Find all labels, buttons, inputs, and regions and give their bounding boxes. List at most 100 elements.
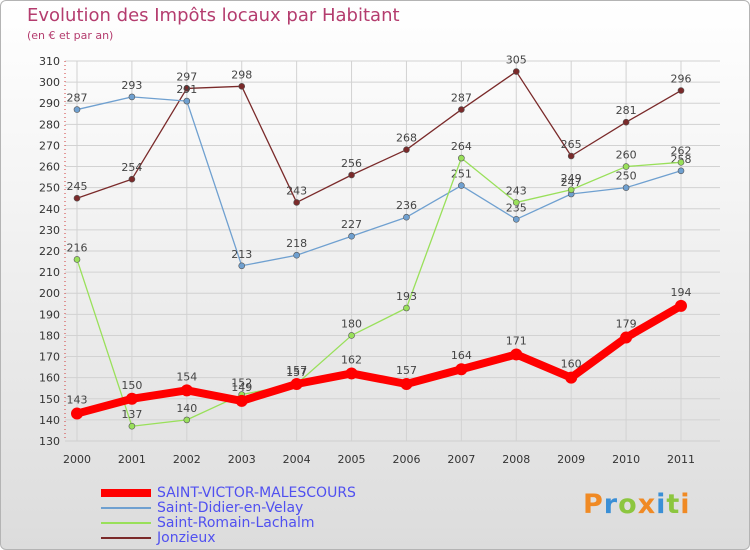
data-point — [512, 199, 520, 206]
data-point — [622, 184, 630, 191]
legend-label: SAINT-VICTOR-MALESCOURS — [157, 484, 356, 501]
data-label: 264 — [451, 140, 472, 153]
logo-letter: x — [637, 489, 657, 520]
data-point — [677, 167, 685, 175]
data-label: 157 — [396, 364, 417, 377]
x-tick-label: 2010 — [612, 453, 640, 466]
data-point — [73, 106, 81, 113]
logo-letter: t — [666, 489, 681, 520]
data-label: 262 — [671, 144, 692, 157]
data-label: 171 — [506, 334, 527, 347]
data-label: 150 — [121, 379, 142, 392]
legend-label: Saint-Romain-Lachalm — [157, 514, 315, 531]
data-label: 149 — [231, 381, 252, 394]
data-label: 236 — [396, 199, 417, 212]
data-point — [348, 332, 355, 339]
y-tick-label: 300 — [39, 76, 60, 89]
data-label: 227 — [341, 218, 362, 231]
data-point — [403, 304, 410, 312]
data-point — [235, 394, 248, 407]
chart-subtitle: (en € et par an) — [27, 29, 114, 42]
data-point — [677, 159, 685, 166]
data-label: 157 — [286, 366, 307, 379]
data-label: 243 — [286, 184, 307, 197]
data-point — [567, 152, 575, 160]
y-tick-label: 250 — [39, 182, 60, 195]
legend-item: Jonzieux — [101, 529, 356, 546]
x-tick-label: 2002 — [173, 453, 201, 466]
data-point — [567, 186, 575, 194]
data-label: 218 — [286, 237, 307, 250]
y-tick-label: 170 — [39, 351, 60, 364]
data-point — [400, 378, 413, 390]
data-label: 287 — [67, 92, 88, 105]
data-label: 216 — [67, 241, 88, 254]
y-tick-label: 130 — [39, 435, 60, 448]
data-label: 152 — [231, 377, 252, 390]
data-label: 193 — [396, 290, 417, 303]
data-label: 162 — [341, 353, 362, 366]
data-point — [458, 106, 465, 113]
data-label: 243 — [506, 184, 527, 197]
x-tick-label: 2005 — [338, 453, 366, 466]
chart-title: Evolution des Impôts locaux par Habitant — [27, 5, 400, 26]
data-label: 297 — [176, 70, 197, 83]
y-tick-label: 210 — [39, 266, 60, 279]
data-label: 137 — [121, 408, 142, 421]
data-label: 235 — [506, 201, 527, 214]
data-label: 293 — [121, 79, 142, 92]
data-label: 249 — [561, 172, 582, 185]
data-point — [348, 171, 355, 179]
legend-item: Saint-Romain-Lachalm — [101, 514, 356, 531]
data-label: 281 — [616, 104, 637, 117]
data-label: 160 — [561, 358, 582, 371]
data-point — [128, 93, 136, 101]
y-tick-label: 160 — [39, 372, 60, 385]
legend-label: Jonzieux — [157, 529, 216, 546]
data-label: 298 — [231, 68, 252, 81]
proxiti-logo: Proxiti — [583, 489, 691, 520]
logo-letter: o — [618, 489, 638, 520]
data-label: 213 — [231, 248, 252, 261]
data-point — [183, 85, 191, 92]
data-label: 254 — [121, 161, 142, 174]
data-point — [128, 175, 136, 183]
x-tick-label: 2003 — [228, 453, 256, 466]
data-point — [183, 97, 191, 105]
y-tick-label: 220 — [39, 245, 60, 258]
data-label: 268 — [396, 132, 417, 145]
x-tick-label: 2006 — [392, 453, 420, 466]
data-label: 245 — [67, 180, 88, 193]
legend: SAINT-VICTOR-MALESCOURS Saint-Didier-en-V… — [101, 484, 356, 546]
data-label: 296 — [671, 73, 692, 86]
y-tick-label: 260 — [39, 161, 60, 174]
data-point — [403, 146, 410, 153]
data-label: 256 — [341, 157, 362, 170]
logo-letter: P — [583, 489, 604, 520]
x-tick-label: 2000 — [63, 453, 91, 466]
data-point — [620, 331, 633, 344]
y-tick-label: 270 — [39, 139, 60, 152]
y-tick-label: 240 — [39, 203, 60, 216]
data-label: 305 — [506, 54, 527, 67]
legend-swatch — [101, 521, 151, 524]
data-point — [293, 199, 300, 206]
y-tick-label: 280 — [39, 118, 60, 131]
data-point — [238, 83, 246, 90]
x-tick-label: 2008 — [502, 453, 530, 466]
x-tick-label: 2009 — [557, 453, 585, 466]
legend-swatch — [101, 506, 151, 509]
data-point — [458, 182, 465, 189]
series-line-saint-victor-malescours — [73, 301, 685, 418]
data-label: 291 — [176, 83, 197, 96]
y-tick-label: 140 — [39, 414, 60, 427]
data-point — [675, 299, 687, 312]
data-label: 164 — [451, 349, 472, 362]
series-line-saint-romain-lachalm — [76, 157, 682, 427]
legend-item: Saint-Didier-en-Velay — [101, 500, 356, 516]
data-label: 154 — [176, 370, 197, 383]
y-tick-label: 180 — [39, 329, 60, 342]
data-point — [677, 87, 685, 94]
